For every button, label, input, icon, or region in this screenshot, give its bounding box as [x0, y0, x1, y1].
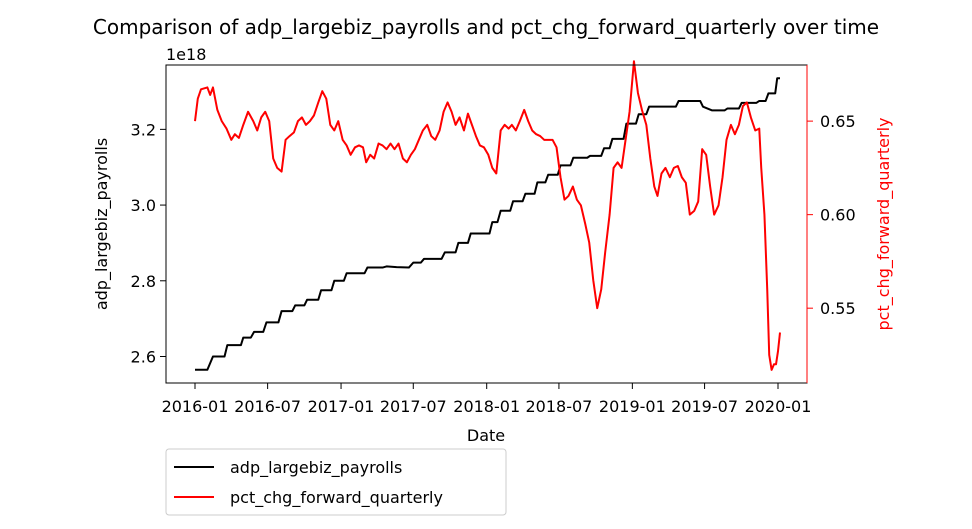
x-tick-label: 2019-01 — [599, 397, 666, 416]
x-tick-label: 2017-07 — [380, 397, 447, 416]
x-tick-label: 2020-01 — [745, 397, 812, 416]
left-axis-offset-text: 1e18 — [166, 45, 206, 64]
legend-entry-label: adp_largebiz_payrolls — [230, 458, 402, 478]
x-tick-label: 2016-01 — [162, 397, 229, 416]
x-tick-label: 2017-01 — [308, 397, 375, 416]
chart-title: Comparison of adp_largebiz_payrolls and … — [93, 15, 879, 39]
x-tick-label: 2019-07 — [671, 397, 738, 416]
left-y-tick-label: 3.0 — [131, 196, 156, 215]
left-y-axis: 2.6 2.8 3.0 3.2 — [131, 120, 166, 367]
right-y-axis-label: pct_chg_forward_quarterly — [874, 118, 894, 331]
left-y-tick-label: 2.8 — [131, 272, 156, 291]
x-tick-label: 2016-07 — [234, 397, 301, 416]
right-y-axis: 0.55 0.60 0.65 — [807, 112, 856, 318]
x-tick-label: 2018-01 — [453, 397, 520, 416]
right-y-tick-label: 0.60 — [820, 206, 856, 225]
left-y-tick-label: 3.2 — [131, 120, 156, 139]
legend: adp_largebiz_payrolls pct_chg_forward_qu… — [165, 448, 507, 516]
right-y-tick-label: 0.65 — [820, 112, 856, 131]
legend-entry-label: pct_chg_forward_quarterly — [230, 488, 443, 508]
left-y-axis-label: adp_largebiz_payrolls — [92, 138, 112, 310]
x-tick-label: 2018-07 — [525, 397, 592, 416]
right-y-tick-label: 0.55 — [820, 299, 856, 318]
x-axis: 2016-01 2016-07 2017-01 2017-07 2018-01 2018-… — [162, 383, 812, 416]
left-y-tick-label: 2.6 — [131, 348, 156, 367]
legend-frame — [165, 448, 507, 516]
x-axis-label: Date — [467, 426, 505, 445]
series-line-pct-chg-forward-quarterly — [194, 60, 781, 371]
series-line-adp-largebiz-payrolls — [195, 77, 780, 371]
